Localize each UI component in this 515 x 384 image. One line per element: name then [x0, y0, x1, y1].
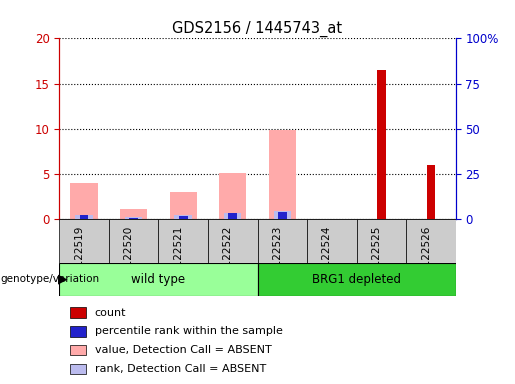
Bar — [377, 70, 386, 219]
Text: GSM122519: GSM122519 — [74, 225, 84, 289]
FancyBboxPatch shape — [258, 263, 456, 296]
FancyBboxPatch shape — [159, 219, 208, 263]
Text: ▶: ▶ — [58, 273, 67, 286]
Bar — [70, 308, 87, 318]
Bar — [120, 209, 147, 219]
Bar — [71, 183, 98, 219]
Text: count: count — [95, 308, 126, 318]
Bar — [426, 165, 436, 219]
Bar — [426, 213, 436, 219]
Bar — [70, 364, 87, 374]
FancyBboxPatch shape — [406, 219, 456, 263]
FancyBboxPatch shape — [59, 263, 258, 296]
Bar — [224, 213, 242, 219]
Bar — [273, 212, 291, 219]
Bar — [70, 345, 87, 355]
Text: wild type: wild type — [131, 273, 185, 286]
Text: GSM122522: GSM122522 — [222, 225, 233, 289]
Bar — [377, 209, 386, 219]
FancyBboxPatch shape — [208, 219, 258, 263]
Bar — [175, 215, 192, 219]
Title: GDS2156 / 1445743_at: GDS2156 / 1445743_at — [173, 21, 342, 37]
Bar — [129, 218, 138, 219]
Text: GSM122523: GSM122523 — [272, 225, 282, 289]
Bar — [269, 131, 296, 219]
FancyBboxPatch shape — [356, 219, 406, 263]
Bar — [75, 215, 93, 219]
Bar — [219, 173, 246, 219]
Text: GSM122526: GSM122526 — [421, 225, 431, 289]
Text: rank, Detection Call = ABSENT: rank, Detection Call = ABSENT — [95, 364, 266, 374]
Bar — [228, 213, 237, 219]
FancyBboxPatch shape — [307, 219, 356, 263]
Text: percentile rank within the sample: percentile rank within the sample — [95, 326, 283, 336]
Text: GSM122520: GSM122520 — [124, 225, 133, 289]
Bar — [79, 215, 89, 219]
FancyBboxPatch shape — [109, 219, 159, 263]
Text: GSM122525: GSM122525 — [371, 225, 382, 289]
Bar — [125, 217, 142, 219]
Bar — [70, 326, 87, 337]
Text: BRG1 depleted: BRG1 depleted — [312, 273, 401, 286]
Bar — [179, 216, 187, 219]
Text: value, Detection Call = ABSENT: value, Detection Call = ABSENT — [95, 345, 271, 355]
Text: genotype/variation: genotype/variation — [1, 274, 99, 285]
Bar — [278, 212, 287, 219]
FancyBboxPatch shape — [59, 219, 109, 263]
Text: GSM122521: GSM122521 — [173, 225, 183, 289]
Bar — [169, 192, 197, 219]
Text: GSM122524: GSM122524 — [322, 225, 332, 289]
FancyBboxPatch shape — [258, 219, 307, 263]
